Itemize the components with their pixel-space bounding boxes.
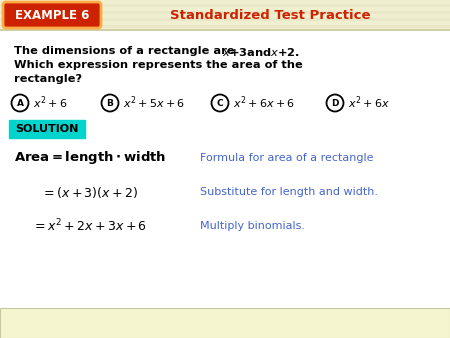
Text: The dimensions of a rectangle are: The dimensions of a rectangle are <box>14 46 238 56</box>
Text: A: A <box>17 98 23 107</box>
FancyBboxPatch shape <box>9 120 85 138</box>
Text: rectangle?: rectangle? <box>14 74 82 84</box>
Text: SOLUTION: SOLUTION <box>15 124 79 134</box>
Text: $x^2 + 6x + 6$: $x^2 + 6x + 6$ <box>233 95 295 111</box>
FancyBboxPatch shape <box>0 10 450 14</box>
Text: $x^2 + 6$: $x^2 + 6$ <box>33 95 68 111</box>
Text: C: C <box>217 98 223 107</box>
Text: Multiply binomials.: Multiply binomials. <box>200 221 305 231</box>
Text: B: B <box>107 98 113 107</box>
FancyBboxPatch shape <box>0 24 450 28</box>
Text: $= x^2 + 2x + 3x + 6$: $= x^2 + 2x + 3x + 6$ <box>32 218 148 234</box>
FancyBboxPatch shape <box>0 18 450 21</box>
FancyBboxPatch shape <box>0 14 450 18</box>
FancyBboxPatch shape <box>0 21 450 24</box>
Text: Substitute for length and width.: Substitute for length and width. <box>200 187 378 197</box>
FancyBboxPatch shape <box>0 0 450 3</box>
FancyBboxPatch shape <box>0 28 450 31</box>
Text: $x^2 + 6x$: $x^2 + 6x$ <box>348 95 390 111</box>
Text: Standardized Test Practice: Standardized Test Practice <box>170 9 370 22</box>
FancyBboxPatch shape <box>0 30 450 338</box>
Text: $x^2 + 5x + 6$: $x^2 + 5x + 6$ <box>123 95 185 111</box>
Text: D: D <box>331 98 339 107</box>
Text: $\mathbf{Area = length \cdot width}$: $\mathbf{Area = length \cdot width}$ <box>14 149 166 167</box>
Text: EXAMPLE 6: EXAMPLE 6 <box>15 9 89 22</box>
Text: Which expression represents the area of the: Which expression represents the area of … <box>14 60 303 70</box>
Text: $= (x + 3)(x + 2)$: $= (x + 3)(x + 2)$ <box>41 185 139 199</box>
FancyBboxPatch shape <box>0 308 450 338</box>
FancyBboxPatch shape <box>0 7 450 10</box>
Text: Formula for area of a rectangle: Formula for area of a rectangle <box>200 153 374 163</box>
FancyBboxPatch shape <box>0 3 450 7</box>
Text: $\mathit{x}$$\mathbf{+ 3}$$\mathbf{ and }$$\mathit{x}$$\mathbf{+ 2.}$: $\mathit{x}$$\mathbf{+ 3}$$\mathbf{ and … <box>222 46 300 58</box>
FancyBboxPatch shape <box>3 2 101 28</box>
